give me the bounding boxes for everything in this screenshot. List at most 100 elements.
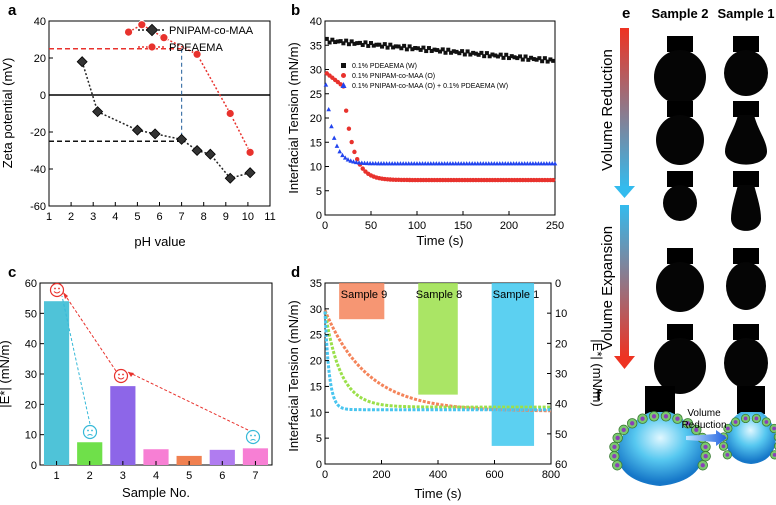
droplet-sample1-1 xyxy=(724,36,768,96)
legend-b-3: 0.1% PNIPAM-co-MAA (O) + 0.1% PDEAEMA (W… xyxy=(352,83,508,90)
bead-core xyxy=(615,435,620,441)
panel-b-chart: 0 50 100 150 200 250 0 5 10 15 20 25 30 35 40 Time (s)… xyxy=(286,16,564,248)
droplet-sample2-2 xyxy=(656,101,704,165)
x-tick-label: 7 xyxy=(179,211,185,223)
data-point-pdeaema xyxy=(335,39,340,44)
y-tick-label: 30 xyxy=(25,369,37,381)
data-point-pdeaema xyxy=(457,51,462,56)
data-point-pdeaema xyxy=(338,39,343,44)
series-combined xyxy=(323,82,558,166)
x-tick-label: 5 xyxy=(186,470,192,482)
y-tick-right-label: 20 xyxy=(555,338,567,350)
bead-core xyxy=(754,416,759,421)
bead-core xyxy=(694,427,699,433)
x-tick-label: 5 xyxy=(134,211,140,223)
data-point-pdeaema xyxy=(520,57,525,62)
droplet-body xyxy=(731,185,761,231)
y-tick-label: 20 xyxy=(310,356,322,368)
x-tick-label: 2 xyxy=(68,211,74,223)
y-tick-label: 0 xyxy=(40,90,46,102)
x-tick-label: 4 xyxy=(153,470,159,482)
panel-c-frame xyxy=(39,282,273,466)
y-tick-label: 25 xyxy=(310,89,322,101)
droplet-sample1-5 xyxy=(724,324,768,388)
x-tick-label: 1 xyxy=(46,211,52,223)
y-tick-label: 5 xyxy=(316,433,322,445)
y-tick-label: 40 xyxy=(310,16,322,28)
data-point-combined xyxy=(351,159,356,164)
y-tick-label: 35 xyxy=(310,40,322,52)
bead-core xyxy=(630,421,635,426)
y-tick-label: 40 xyxy=(25,339,37,351)
arrowhead-icon xyxy=(63,292,68,299)
y-tick-label: -20 xyxy=(30,127,46,139)
droplet-sample1-2 xyxy=(725,101,767,165)
data-point-pdeaema xyxy=(446,47,451,52)
y-tick-right-label: 10 xyxy=(555,308,567,320)
arrow-shaft-expansion xyxy=(620,205,629,357)
data-point-pdeaema xyxy=(360,42,365,47)
bar-sample-2 xyxy=(77,442,103,465)
data-point-pnipam xyxy=(352,149,357,155)
label-f-reduction: Reduction xyxy=(681,420,726,431)
data-point-pdeaema xyxy=(380,44,385,49)
bead-core xyxy=(733,420,738,424)
droplet-body xyxy=(726,262,766,310)
bead-core xyxy=(725,452,730,457)
x-tick-label: 9 xyxy=(223,211,229,223)
smiley-sad-icon xyxy=(245,429,261,445)
needle xyxy=(733,171,759,187)
arrow-down-icon xyxy=(614,186,635,198)
data-point-pdeaema xyxy=(529,55,534,60)
droplet-sample2-3 xyxy=(663,171,697,221)
data-point-pdeaema xyxy=(515,56,520,61)
data-point-pdeaema xyxy=(534,57,539,62)
data-point-pdeaema xyxy=(490,52,495,57)
droplet-body xyxy=(724,50,768,96)
data-point-pdeaema xyxy=(363,40,368,45)
x-tick-label: 0 xyxy=(322,220,328,232)
data-point-pnipam xyxy=(224,172,236,184)
bead-core xyxy=(703,454,708,459)
droplet-sample1-4 xyxy=(726,248,766,310)
data-point-pdeaema xyxy=(509,54,514,59)
smiley-happy-icon xyxy=(49,282,65,298)
arrow-right-icon xyxy=(686,430,727,446)
data-point-combined xyxy=(326,106,331,112)
data-point-pdeaema xyxy=(424,49,429,54)
data-point-combined xyxy=(356,160,362,165)
data-point-combined xyxy=(342,155,348,160)
data-point-pdeaema xyxy=(449,50,454,55)
bead-core xyxy=(663,414,669,419)
data-point-pdeaema xyxy=(537,56,542,61)
x-tick-label: 11 xyxy=(264,211,275,223)
data-point-pdeaema xyxy=(355,41,360,46)
data-point-pnipam xyxy=(550,177,556,183)
panel-c-xlabel: Sample No. xyxy=(122,485,190,500)
data-point-pdeaema xyxy=(388,42,393,47)
panel-letter-a: a xyxy=(8,2,17,19)
droplet-body xyxy=(724,338,768,388)
data-point-combined xyxy=(340,152,345,158)
data-point-pdeaema xyxy=(484,51,489,56)
y-tick-label: 15 xyxy=(310,381,322,393)
panel-b-ylabel: Interfacial Tension (mN/m) xyxy=(286,42,301,193)
bead-core xyxy=(651,414,657,419)
y-tick-label: 20 xyxy=(310,113,322,125)
needle-right xyxy=(737,386,765,414)
needle xyxy=(667,171,693,187)
y-tick-label: 10 xyxy=(310,407,322,419)
needle xyxy=(733,36,759,52)
data-point-pdeaema xyxy=(377,42,382,47)
data-point-pdeaema xyxy=(324,36,329,41)
data-point-pdeaema xyxy=(396,44,401,49)
bead-core xyxy=(764,420,769,424)
bar-sample-7 xyxy=(242,448,269,465)
data-point-combined xyxy=(323,82,329,87)
data-point-combined xyxy=(353,159,359,165)
bar-sample-8 xyxy=(418,283,458,395)
bar-sample-6 xyxy=(209,449,235,465)
series-pdeaema xyxy=(324,36,556,64)
bead-core xyxy=(612,444,617,450)
